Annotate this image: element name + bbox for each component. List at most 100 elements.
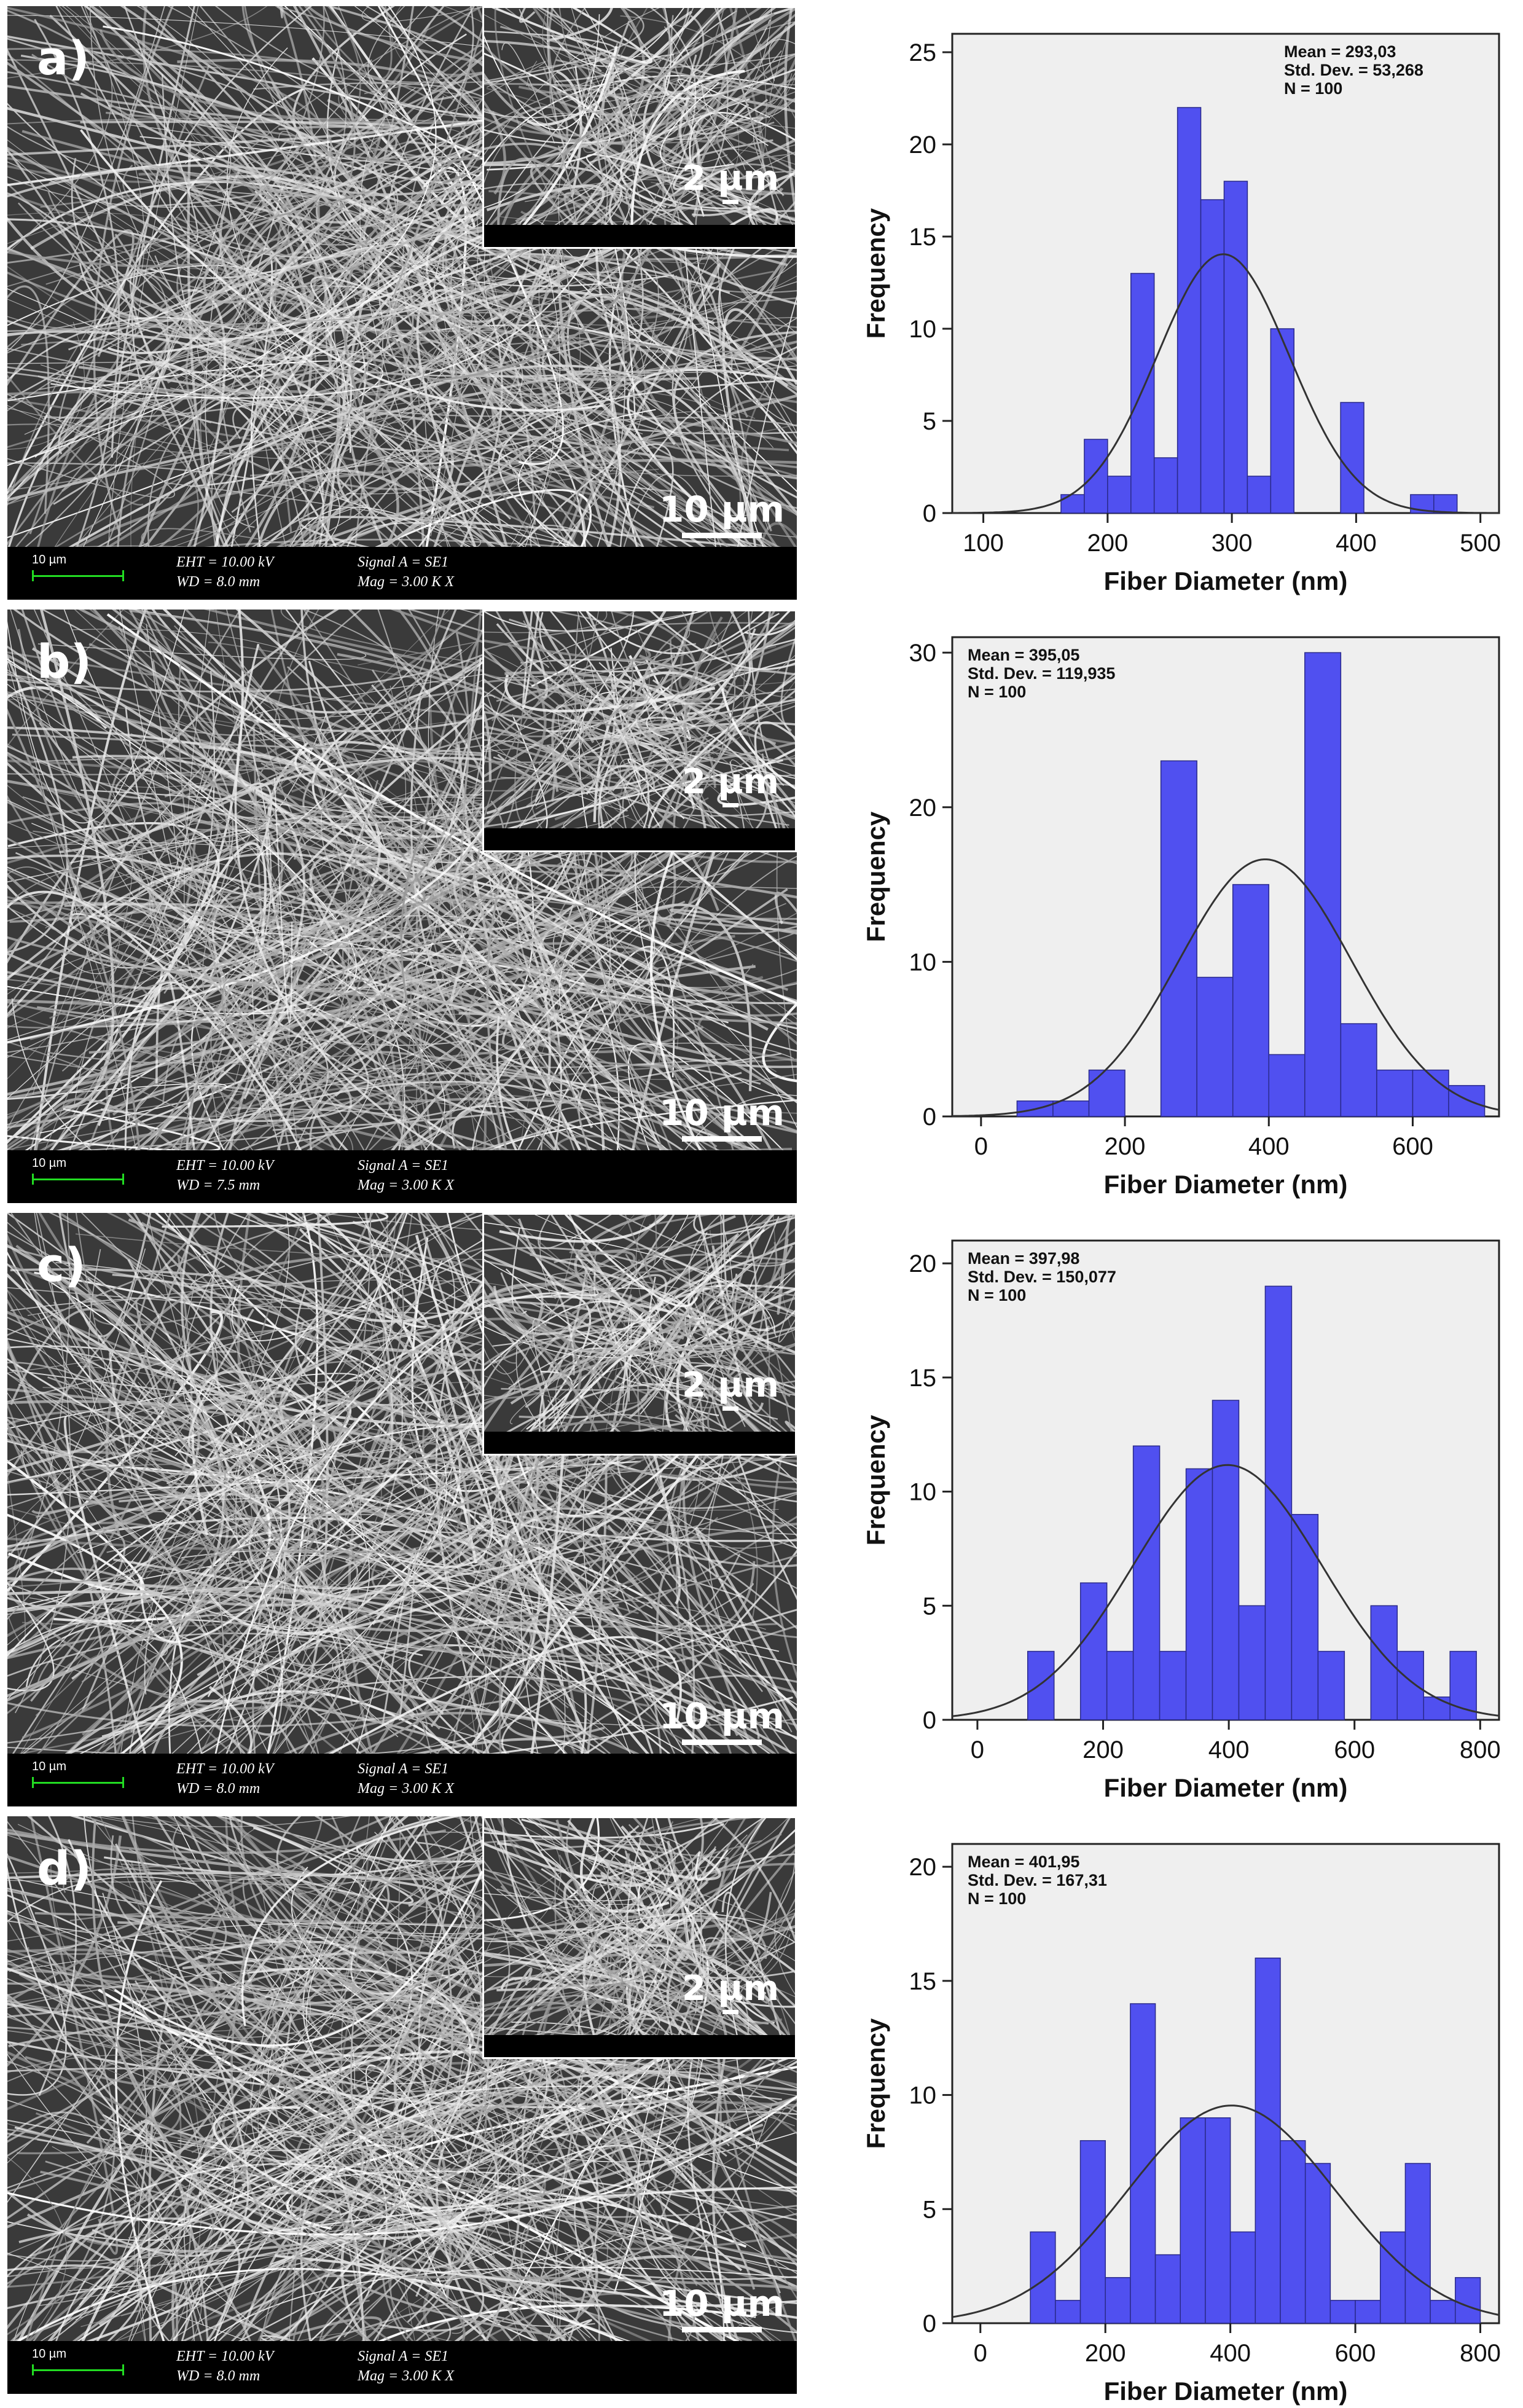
fiber-diameter-histogram: 100 200 300 400 500 0 5 10 15 20 25 Fiber Diameter … (861, 33, 1501, 595)
histogram-bar (1106, 1650, 1134, 1720)
histogram-bar (1304, 2163, 1331, 2324)
stats-legend-line: Mean = 401,95 (968, 1853, 1079, 1871)
main-scale-label: 10 µm (659, 1695, 785, 1737)
mag-text: Mag = 3.00 K X (358, 2368, 454, 2384)
histogram-bar (1130, 2003, 1156, 2324)
inset-scale-line (722, 2010, 738, 2014)
histogram-bar (1430, 2300, 1456, 2324)
histogram-bar (1433, 494, 1458, 514)
inset-scale-label: 2 µm (681, 159, 779, 198)
histogram-bar (1196, 976, 1234, 1117)
y-tick-label: 5 (923, 1593, 936, 1620)
histogram-bar (1105, 2277, 1131, 2324)
x-axis-label: Fiber Diameter (nm) (1104, 1170, 1348, 1199)
inset-scale-line (722, 1406, 738, 1411)
y-axis-label: Frequency (861, 1414, 890, 1545)
sem-micrograph: a) 2 µm 10 µm 10 µm EHT = 10.00 kV WD = 8.0 m… (7, 6, 797, 600)
fiber-diameter-histogram: 0 200 400 600 800 0 5 10 15 20 Fiber Diameter (nm)… (861, 1239, 1501, 1802)
x-tick-label: 600 (1392, 1133, 1433, 1160)
main-scale-line (681, 1136, 762, 1142)
fiber-network-image (7, 1816, 797, 2394)
x-tick-label: 600 (1335, 2340, 1376, 2367)
panel-letter-text: d) (37, 1841, 92, 1896)
sem-micrograph: b) 2 µm 10 µm 10 µm EHT = 10.00 kV WD = 7.5 m… (7, 610, 797, 1203)
bar-scale-line (32, 570, 124, 581)
inset-info-bar (484, 225, 795, 247)
histogram-bar (1185, 1468, 1213, 1720)
y-tick-label: 0 (923, 500, 936, 527)
sem-micrograph: c) 2 µm 10 µm 10 µm EHT = 10.00 kV WD = 8.0 m… (7, 1213, 797, 1806)
inset-scale-bar: 2 µm (682, 762, 779, 807)
panel-letter: a) (37, 31, 90, 85)
wd-text: WD = 7.5 mm (176, 1177, 260, 1193)
histogram-bar (1084, 439, 1108, 514)
x-tick-label: 400 (1336, 530, 1377, 557)
histogram-bar (1088, 1069, 1126, 1117)
x-tick-label: 0 (974, 1133, 988, 1160)
y-tick-label: 10 (909, 2082, 937, 2109)
wd-text: WD = 8.0 mm (176, 574, 260, 590)
histogram-bar (1180, 2117, 1206, 2324)
histogram-bar (1396, 1650, 1424, 1720)
sem-info-bar: 10 µm EHT = 10.00 kV WD = 8.0 mm Signal A =… (7, 2341, 797, 2394)
main-scale-line (681, 2327, 762, 2332)
eht-text: EHT = 10.00 kV (176, 1761, 274, 1777)
x-tick-label: 600 (1334, 1736, 1375, 1763)
histogram-bar (1223, 181, 1248, 514)
inset-info-bar (484, 828, 795, 850)
x-tick-label: 400 (1248, 1133, 1290, 1160)
histogram-bar (1264, 1285, 1293, 1720)
histogram-bar (1329, 2300, 1356, 2324)
y-tick-label: 20 (909, 1250, 937, 1277)
histogram-bar (1055, 2300, 1081, 2324)
x-tick-label: 200 (1087, 530, 1128, 557)
main-scale-label: 10 µm (659, 2283, 785, 2324)
normal-curve (952, 2104, 1500, 2318)
stats-legend-line: Mean = 397,98 (968, 1249, 1079, 1268)
x-tick-label: 100 (963, 530, 1004, 557)
histogram-bar (1052, 1100, 1090, 1117)
main-scale-bar: 10 µm (659, 2283, 785, 2332)
x-tick-label: 0 (974, 2340, 987, 2367)
figure-panel: c) 2 µm 10 µm 10 µm EHT = 10.00 kV WD = 8.0 m… (0, 1207, 1523, 1806)
stats-legend-line: Std. Dev. = 119,935 (968, 664, 1115, 683)
inset-scale-label: 2 µm (681, 762, 779, 802)
histogram-bar (1030, 2231, 1056, 2324)
bar-scale-label: 10 µm (32, 1156, 66, 1170)
x-tick-label: 800 (1460, 2340, 1501, 2367)
bar-scale-label: 10 µm (32, 553, 66, 567)
main-scale-bar: 10 µm (659, 488, 785, 538)
y-tick-label: 10 (909, 1479, 937, 1506)
figure-panel: d) 2 µm 10 µm 10 µm EHT = 10.00 kV WD = 8.0 m… (0, 1810, 1523, 2408)
histogram-bar (1027, 1650, 1055, 1720)
histogram-bar (1423, 1696, 1451, 1720)
inset-scale-bar: 2 µm (682, 159, 779, 204)
histogram-bar (1107, 476, 1132, 514)
bar-scale-line (32, 1174, 124, 1185)
wd-text: WD = 8.0 mm (176, 1781, 260, 1797)
panel-letter: c) (37, 1237, 86, 1292)
y-tick-label: 15 (909, 224, 937, 251)
eht-text: EHT = 10.00 kV (176, 2348, 274, 2364)
x-tick-label: 0 (971, 1736, 984, 1763)
signal-text: Signal A = SE1 (358, 1158, 448, 1174)
mag-text: Mag = 3.00 K X (358, 1177, 454, 1193)
inset-scale-bar: 2 µm (682, 1365, 779, 1411)
y-tick-label: 20 (909, 794, 937, 822)
x-tick-label: 200 (1083, 1736, 1124, 1763)
mag-text: Mag = 3.00 K X (358, 1781, 454, 1797)
y-tick-label: 5 (923, 408, 936, 435)
normal-curve (952, 858, 1500, 1117)
y-tick-label: 25 (909, 39, 937, 66)
stats-legend-line: Std. Dev. = 150,077 (968, 1268, 1116, 1286)
y-tick-label: 10 (909, 316, 937, 343)
stats-legend-line: Mean = 293,03 (1284, 42, 1396, 61)
y-axis-label: Frequency (861, 2018, 890, 2149)
figure-panel: a) 2 µm 10 µm 10 µm EHT = 10.00 kV WD = 8.0 m… (0, 0, 1523, 600)
histogram-bar (1153, 457, 1178, 514)
histogram-bar (1159, 1650, 1187, 1720)
main-scale-label: 10 µm (659, 488, 785, 530)
bar-scale-line (32, 2364, 124, 2375)
histogram-bar (1200, 199, 1225, 514)
inset-scale-label: 2 µm (681, 1365, 779, 1405)
